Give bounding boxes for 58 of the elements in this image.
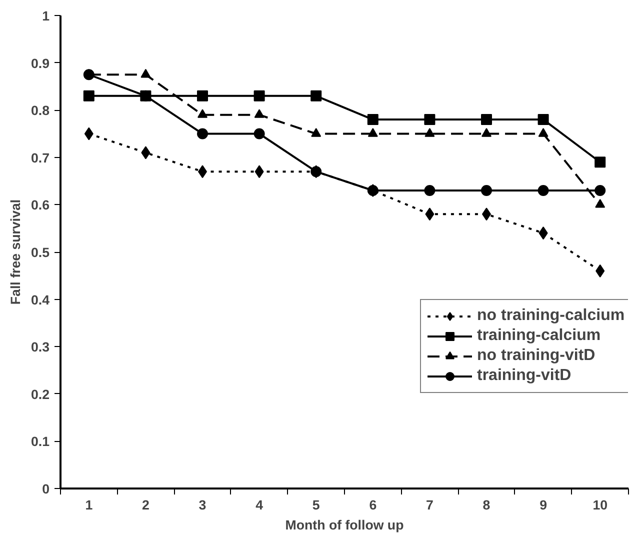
point	[595, 199, 606, 208]
x-tick-label: 9	[540, 498, 548, 512]
point	[594, 185, 606, 196]
x-tick-label: 8	[482, 498, 490, 512]
y-tick-label: 0.8	[30, 103, 50, 118]
x-tick-label: 3	[198, 498, 206, 512]
point	[424, 114, 436, 126]
point	[594, 156, 606, 168]
point	[254, 128, 265, 140]
point	[84, 127, 94, 140]
point	[197, 128, 208, 140]
point	[424, 185, 436, 196]
point	[254, 165, 264, 178]
legend-label: no training-vitD	[477, 347, 596, 365]
point	[424, 128, 435, 137]
point	[141, 146, 150, 160]
point	[310, 90, 322, 102]
legend-label: no training-calcium	[477, 307, 625, 325]
y-tick-label: 1	[42, 8, 50, 24]
point	[198, 109, 208, 118]
y-tick-label: 0.7	[30, 150, 50, 166]
point	[482, 128, 492, 137]
point	[481, 114, 492, 126]
y-tick-label: 0	[42, 482, 50, 496]
y-tick-label: 0.6	[30, 198, 50, 213]
y-axis-title: Fall free survival	[8, 199, 23, 305]
x-tick-label: 1	[85, 498, 94, 512]
x-axis-title: Month of follow up	[285, 518, 404, 532]
point	[596, 264, 605, 278]
y-tick-label: 0.1	[30, 434, 50, 450]
y-tick-label: 0.5	[30, 245, 50, 260]
point	[140, 68, 151, 78]
x-tick-label: 4	[256, 498, 264, 512]
point	[83, 69, 94, 80]
point	[254, 109, 264, 118]
point	[538, 226, 548, 240]
x-tick-label: 10	[592, 498, 608, 512]
point	[538, 114, 549, 126]
y-tick-label: 0.4	[30, 292, 50, 308]
point	[254, 90, 265, 102]
legend-label: training-calcium	[477, 327, 601, 345]
x-tick-label: 2	[142, 498, 150, 512]
x-tick-label: 5	[312, 498, 320, 512]
point	[538, 185, 549, 196]
y-tick-label: 0.3	[30, 340, 50, 355]
point	[197, 90, 208, 102]
point	[481, 185, 492, 196]
point	[311, 128, 322, 137]
point	[367, 114, 378, 126]
y-tick-label: 0.9	[30, 56, 50, 71]
x-tick-label: 7	[426, 498, 434, 512]
point	[425, 208, 434, 221]
y-tick-label: 0.2	[30, 386, 50, 402]
point	[83, 90, 94, 102]
point	[538, 128, 548, 137]
point	[368, 128, 378, 137]
x-tick-label: 6	[369, 498, 377, 512]
legend-label: training-vitD	[477, 367, 572, 385]
